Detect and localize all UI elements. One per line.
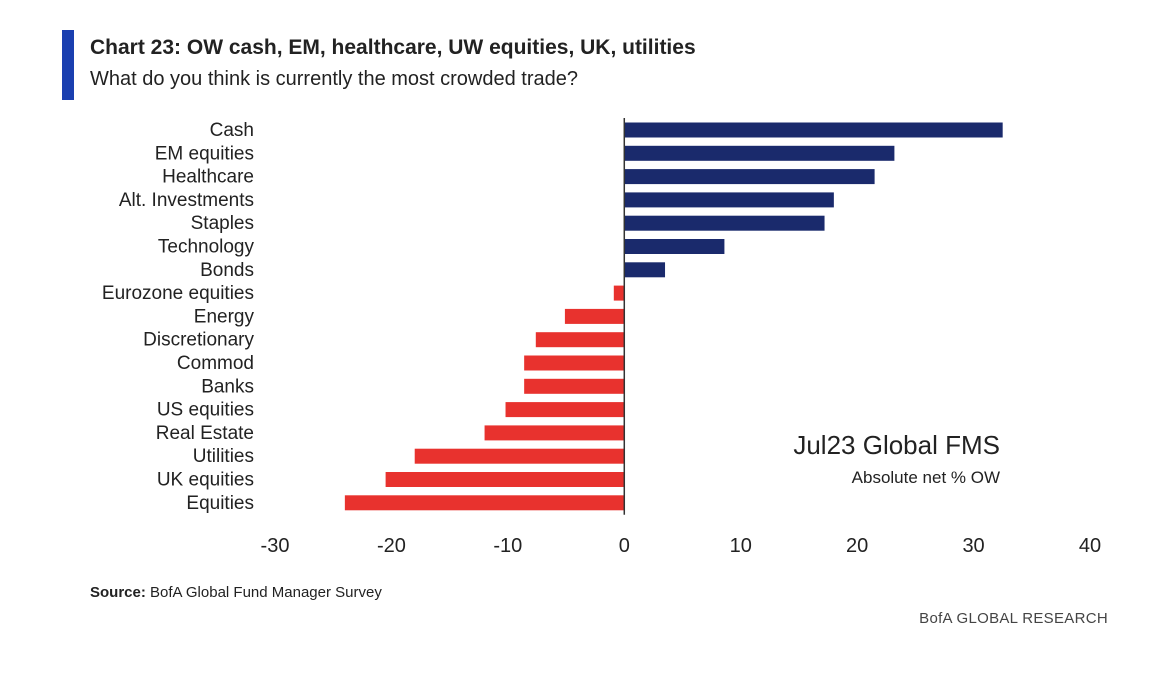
chart-title: Chart 23: OW cash, EM, healthcare, UW eq… (90, 36, 696, 59)
bar-healthcare (624, 169, 875, 185)
x-tick-label: -30 (261, 535, 290, 557)
category-label: Equities (186, 493, 254, 514)
category-label: Alt. Investments (119, 190, 254, 211)
bar-energy (564, 308, 625, 324)
category-label: Eurozone equities (102, 283, 254, 304)
bar-technology (624, 239, 725, 254)
category-label: Cash (210, 120, 254, 141)
bar-commod (524, 355, 625, 371)
bar-equities (344, 495, 625, 511)
bar-eurozone-equities (613, 285, 625, 301)
title-accent-bar (62, 30, 74, 100)
bar-staples (624, 215, 825, 231)
bar-banks (524, 378, 625, 394)
category-label: Commod (177, 353, 254, 374)
bar-cash (624, 122, 1003, 138)
x-tick-label: 30 (962, 535, 984, 557)
bar-bonds (624, 262, 666, 278)
x-tick-label: -10 (493, 535, 522, 557)
category-label: Utilities (193, 446, 254, 467)
tick-labels-group: -30 -20 -10 0 10 20 30 40 (261, 535, 1102, 557)
bars-group (344, 122, 1003, 511)
category-label: Staples (191, 213, 254, 234)
source-text: BofA Global Fund Manager Survey (150, 584, 382, 601)
bar-utilities (414, 448, 625, 464)
source-note: Source: BofA Global Fund Manager Survey (90, 584, 382, 601)
bar-em-equities (624, 145, 895, 161)
category-label: Healthcare (162, 167, 254, 188)
x-tick-label: 10 (730, 535, 752, 557)
x-tick-label: -20 (377, 535, 406, 557)
annotation-subtitle: Absolute net % OW (852, 468, 1000, 487)
chart-subtitle: What do you think is currently the most … (90, 68, 579, 90)
bar-discretionary (535, 332, 625, 348)
bar-us-equities (505, 402, 625, 418)
bar-real-estate (484, 425, 625, 441)
category-label: Technology (158, 237, 255, 258)
x-tick-label: 0 (619, 535, 630, 557)
category-label: Banks (201, 376, 254, 397)
category-label: UK equities (157, 470, 254, 491)
x-tick-label: 40 (1079, 535, 1101, 557)
annotation-title: Jul23 Global FMS (793, 430, 1000, 460)
x-tick-label: 20 (846, 535, 868, 557)
category-label: US equities (157, 400, 254, 421)
bar-uk-equities (385, 472, 625, 487)
category-label: Bonds (200, 260, 254, 281)
category-label: Discretionary (143, 330, 254, 351)
category-label: EM equities (155, 143, 254, 164)
bar-alt-investments (624, 192, 834, 208)
brand-label: BofA GLOBAL RESEARCH (919, 610, 1108, 627)
category-label: Real Estate (156, 423, 254, 444)
category-label: Energy (194, 306, 255, 327)
source-label: Source: (90, 584, 146, 601)
